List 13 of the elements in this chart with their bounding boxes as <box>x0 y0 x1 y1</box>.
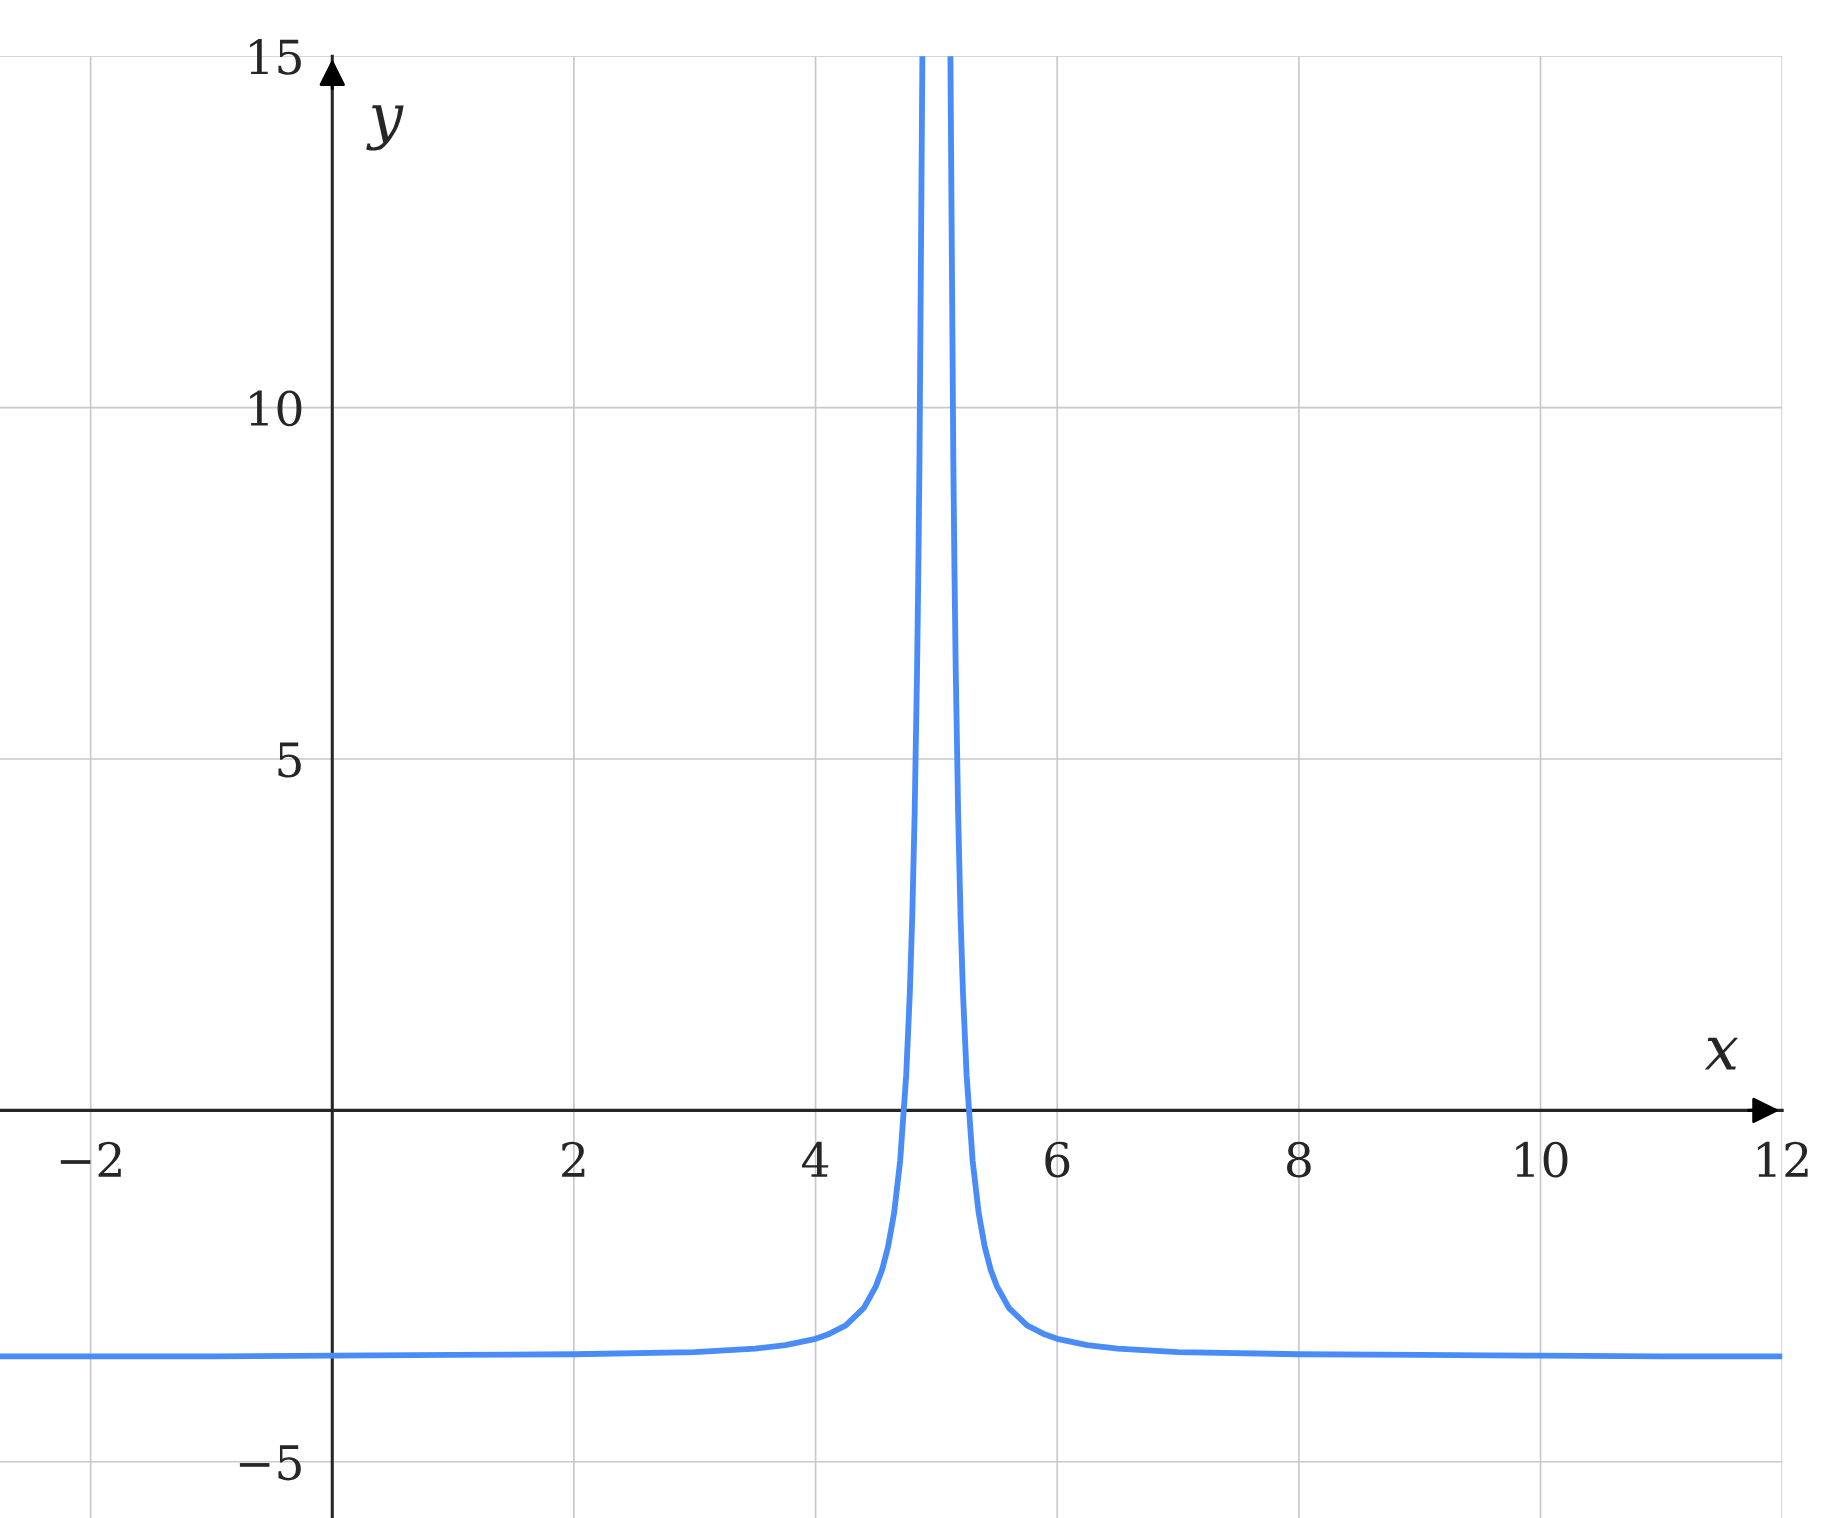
y-tick-label: 10 <box>250 390 302 427</box>
x-tick-label: −2 <box>60 1141 121 1177</box>
x-tick-label: 10 <box>1516 1141 1568 1178</box>
y-axis-title: y <box>366 105 404 151</box>
y-tick-label: 5 <box>278 742 301 778</box>
y-tick-label: 15 <box>250 39 301 75</box>
x-tick-label: 2 <box>562 1141 585 1177</box>
y-tick-label: −5 <box>239 1445 301 1481</box>
x-tick-label: 4 <box>802 1141 829 1177</box>
x-tick-label: 8 <box>1287 1141 1311 1178</box>
x-tick-label: 12 <box>1757 1141 1808 1177</box>
x-axis-title: x <box>1704 1037 1739 1070</box>
x-tick-label: 6 <box>1045 1141 1070 1178</box>
